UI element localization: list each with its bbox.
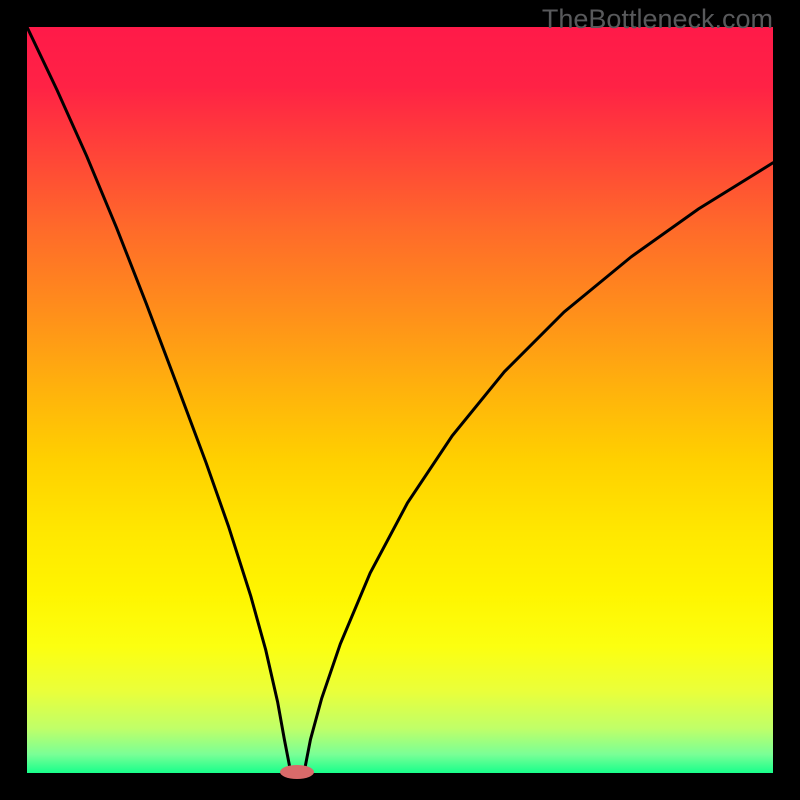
canvas: TheBottleneck.com <box>0 0 800 800</box>
watermark-text: TheBottleneck.com <box>542 4 773 35</box>
gradient-background <box>27 27 773 773</box>
plot-area <box>27 27 773 773</box>
minimum-marker <box>280 765 314 779</box>
bottleneck-curve-svg <box>27 27 773 773</box>
